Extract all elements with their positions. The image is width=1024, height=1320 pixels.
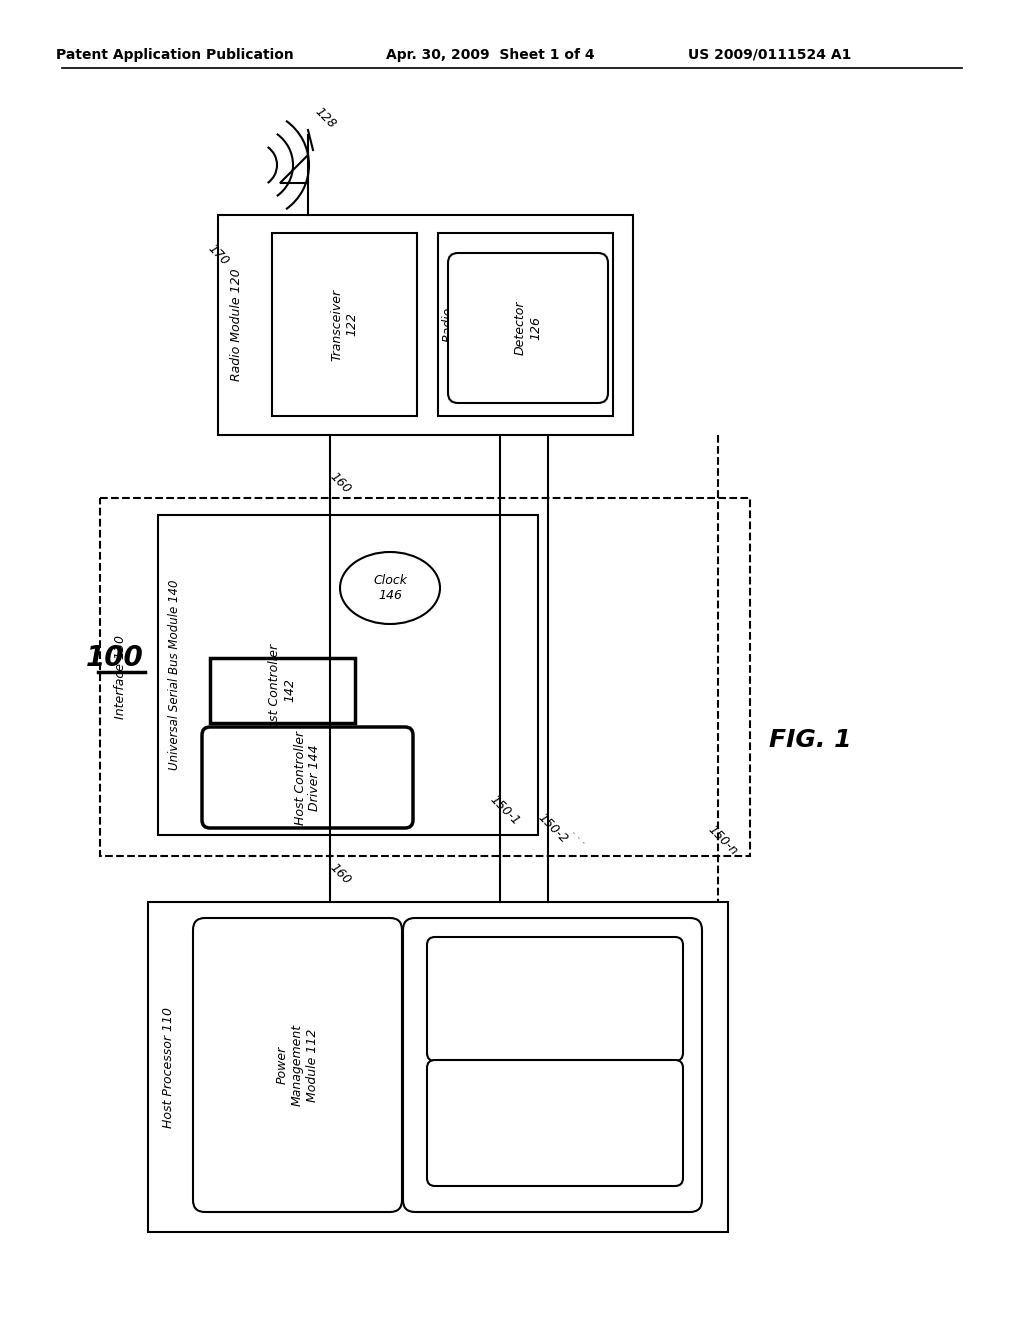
Polygon shape <box>438 234 613 416</box>
Text: Host Controller
Driver 144: Host Controller Driver 144 <box>294 730 322 825</box>
FancyBboxPatch shape <box>403 917 702 1212</box>
Text: Transceiver
122: Transceiver 122 <box>331 289 358 360</box>
Text: Clock
146: Clock 146 <box>373 574 407 602</box>
Text: 150-n: 150-n <box>706 822 740 858</box>
Polygon shape <box>158 515 538 836</box>
Text: US 2009/0111524 A1: US 2009/0111524 A1 <box>688 48 852 62</box>
Polygon shape <box>280 154 308 183</box>
Text: Patent Application Publication: Patent Application Publication <box>56 48 294 62</box>
Text: Apr. 30, 2009  Sheet 1 of 4: Apr. 30, 2009 Sheet 1 of 4 <box>386 48 594 62</box>
FancyBboxPatch shape <box>202 727 413 828</box>
Text: 100: 100 <box>86 644 144 672</box>
Text: Radio
Processor 124: Radio Processor 124 <box>442 280 470 368</box>
FancyBboxPatch shape <box>427 937 683 1061</box>
Text: 170: 170 <box>205 242 231 268</box>
Text: Host Processor 110: Host Processor 110 <box>162 1006 174 1127</box>
Text: Radio Module 120: Radio Module 120 <box>229 269 243 381</box>
Text: 150-1: 150-1 <box>487 792 522 828</box>
Text: Interface 130: Interface 130 <box>114 635 127 719</box>
Text: 160: 160 <box>327 470 353 496</box>
FancyBboxPatch shape <box>193 917 402 1212</box>
Text: 160: 160 <box>327 861 353 887</box>
Text: 128: 128 <box>312 104 338 131</box>
Text: Host Controller
142: Host Controller 142 <box>268 643 297 738</box>
Text: Detector
126: Detector 126 <box>514 301 542 355</box>
Ellipse shape <box>340 552 440 624</box>
Polygon shape <box>148 902 728 1232</box>
Text: 150-2: 150-2 <box>536 810 570 846</box>
Text: . . .: . . . <box>570 826 590 846</box>
Polygon shape <box>218 215 633 436</box>
FancyBboxPatch shape <box>427 1060 683 1185</box>
FancyBboxPatch shape <box>449 253 608 403</box>
Text: Power
Management
Module 112: Power Management Module 112 <box>276 1024 319 1106</box>
Text: Universal Serial Bus Module 140: Universal Serial Bus Module 140 <box>168 579 180 771</box>
Polygon shape <box>272 234 417 416</box>
Text: Application
USB Driver
116: Application USB Driver 116 <box>534 1088 577 1158</box>
Polygon shape <box>210 657 355 723</box>
Text: Application
Module 114: Application Module 114 <box>541 962 569 1036</box>
Text: FIG. 1: FIG. 1 <box>769 729 851 752</box>
